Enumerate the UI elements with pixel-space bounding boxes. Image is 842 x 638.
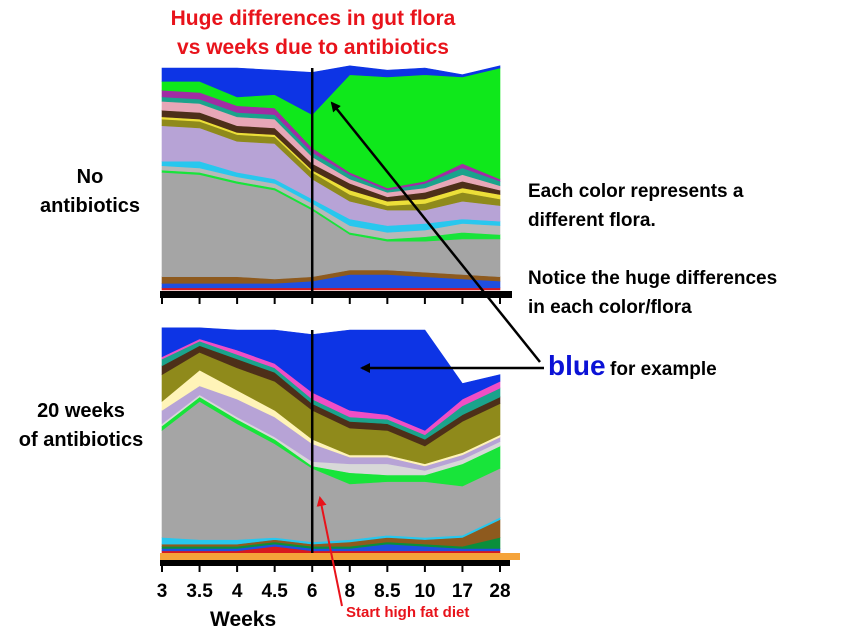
x-tick-label-8: 8 [344, 581, 355, 602]
row-label-bottom: 20 weeks of antibiotics [2, 397, 160, 455]
area-series-p1-16 [161, 65, 501, 115]
x-tick-label-3: 3 [157, 581, 168, 602]
note-differences-line-1: Notice the huge differences [528, 268, 778, 289]
row-label-top: No antibiotics [20, 163, 160, 221]
x-tick-label-4.5: 4.5 [261, 581, 288, 602]
x-axis-bar-top [160, 291, 512, 298]
note-colors: Each color represents a different flora. [528, 177, 743, 235]
x-axis-label: Weeks [210, 608, 277, 631]
diet-period-bar [160, 553, 520, 560]
row-label-top-line-2: antibiotics [39, 195, 140, 217]
arrow-to-top-blue [330, 101, 541, 363]
x-axis-bar-bottom [160, 560, 510, 566]
note-colors-line-2: different flora. [528, 210, 656, 231]
row-label-bottom-line-1: 20 weeks [37, 400, 125, 422]
row-label-bottom-line-2: of antibiotics [18, 429, 144, 451]
x-tick-label-6: 6 [307, 581, 318, 602]
row-label-top-line-1: No [76, 166, 104, 188]
x-tick-label-8.5: 8.5 [374, 581, 401, 602]
diet-annotation-label: Start high fat diet [346, 604, 470, 621]
blue-example-text: for example [610, 359, 717, 380]
note-colors-line-1: Each color represents a [528, 181, 744, 202]
chart-title: Huge differences in gut flora vs weeks d… [100, 4, 526, 62]
x-tick-label-10: 10 [414, 581, 435, 602]
x-tick-label-4: 4 [232, 581, 243, 602]
area-series-p2-15 [161, 327, 501, 431]
title-line-1: Huge differences in gut flora [170, 7, 456, 30]
blue-word: blue [548, 350, 606, 381]
blue-example-note: blue for example [548, 350, 717, 382]
arrow-diet-start [316, 496, 343, 607]
area-series-p1-1 [161, 287, 501, 291]
note-differences-line-2: in each color/flora [528, 297, 692, 318]
x-tick-label-17: 17 [452, 581, 473, 602]
title-line-2: vs weeks due to antibiotics [177, 36, 449, 59]
x-tick-label-3.5: 3.5 [186, 581, 213, 602]
note-differences: Notice the huge differences in each colo… [528, 264, 777, 322]
x-tick-label-28: 28 [489, 581, 510, 602]
